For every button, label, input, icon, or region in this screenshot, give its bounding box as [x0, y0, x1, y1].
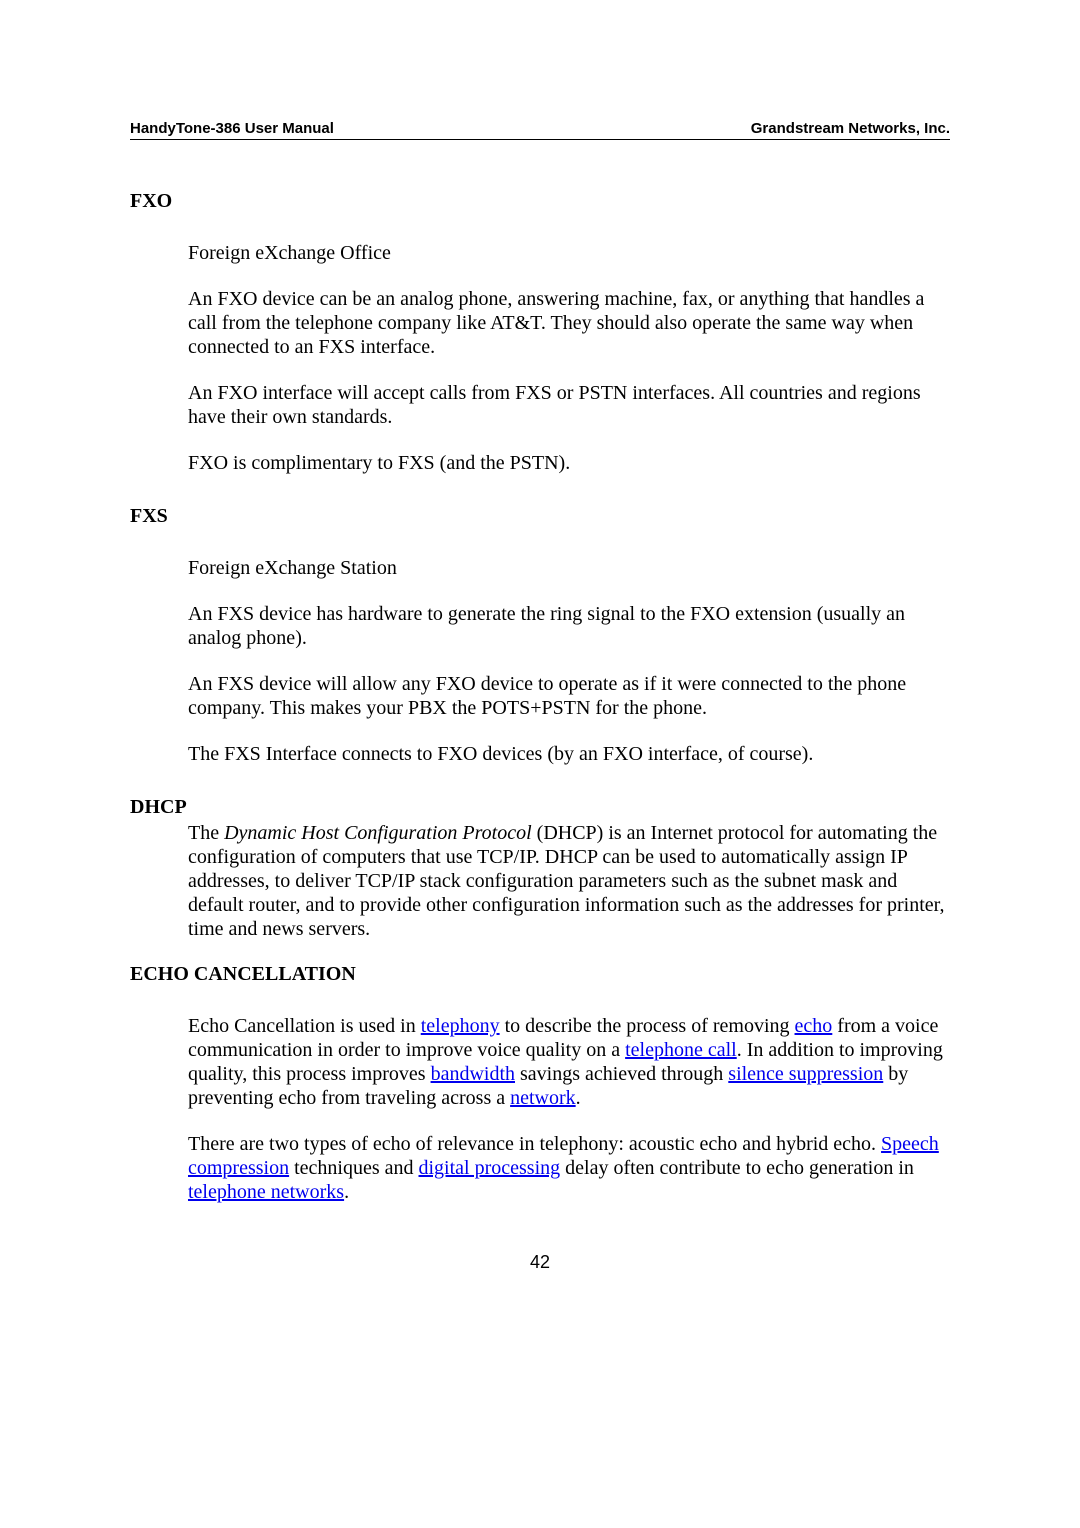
header-right: Grandstream Networks, Inc. [751, 120, 950, 137]
echo-p1-t2: to describe the process of removing [500, 1015, 795, 1037]
dhcp-title: DHCP [130, 796, 950, 819]
echo-p2-t1: There are two types of echo of relevance… [188, 1133, 881, 1155]
digital-processing-link[interactable]: digital processing [419, 1157, 561, 1179]
telephony-link[interactable]: telephony [421, 1015, 500, 1037]
echo-p2-t4: . [344, 1181, 349, 1203]
page-header: HandyTone-386 User Manual Grandstream Ne… [130, 120, 950, 140]
echo-p1-t5: savings achieved through [515, 1063, 728, 1085]
telephone-networks-link[interactable]: telephone networks [188, 1181, 344, 1203]
network-link[interactable]: network [510, 1087, 576, 1109]
page-container: HandyTone-386 User Manual Grandstream Ne… [0, 0, 1080, 1333]
dhcp-p1-prefix: The [188, 822, 224, 844]
fxo-p4: FXO is complimentary to FXS (and the PST… [188, 451, 950, 475]
fxs-p2: An FXS device has hardware to generate t… [188, 602, 950, 650]
echo-title: ECHO CANCELLATION [130, 963, 950, 986]
page-number: 42 [130, 1252, 950, 1273]
dhcp-p1: The Dynamic Host Configuration Protocol … [188, 821, 950, 941]
echo-p1-t7: . [576, 1087, 581, 1109]
fxo-p1: Foreign eXchange Office [188, 241, 950, 265]
fxs-p1: Foreign eXchange Station [188, 556, 950, 580]
echo-link[interactable]: echo [795, 1015, 833, 1037]
fxo-p2: An FXO device can be an analog phone, an… [188, 287, 950, 359]
fxs-p4: The FXS Interface connects to FXO device… [188, 742, 950, 766]
dhcp-p1-italic: Dynamic Host Configuration Protocol [224, 822, 532, 844]
telephone-call-link[interactable]: telephone call [625, 1039, 737, 1061]
echo-p2-t2: techniques and [289, 1157, 418, 1179]
header-left: HandyTone-386 User Manual [130, 120, 334, 137]
fxo-title: FXO [130, 190, 950, 213]
echo-p2: There are two types of echo of relevance… [188, 1132, 950, 1204]
fxo-p3: An FXO interface will accept calls from … [188, 381, 950, 429]
bandwidth-link[interactable]: bandwidth [431, 1063, 515, 1085]
echo-p1-t1: Echo Cancellation is used in [188, 1015, 421, 1037]
fxs-title: FXS [130, 505, 950, 528]
fxs-p3: An FXS device will allow any FXO device … [188, 672, 950, 720]
echo-p1: Echo Cancellation is used in telephony t… [188, 1014, 950, 1110]
echo-p2-t3: delay often contribute to echo generatio… [560, 1157, 914, 1179]
silence-suppression-link[interactable]: silence suppression [728, 1063, 883, 1085]
